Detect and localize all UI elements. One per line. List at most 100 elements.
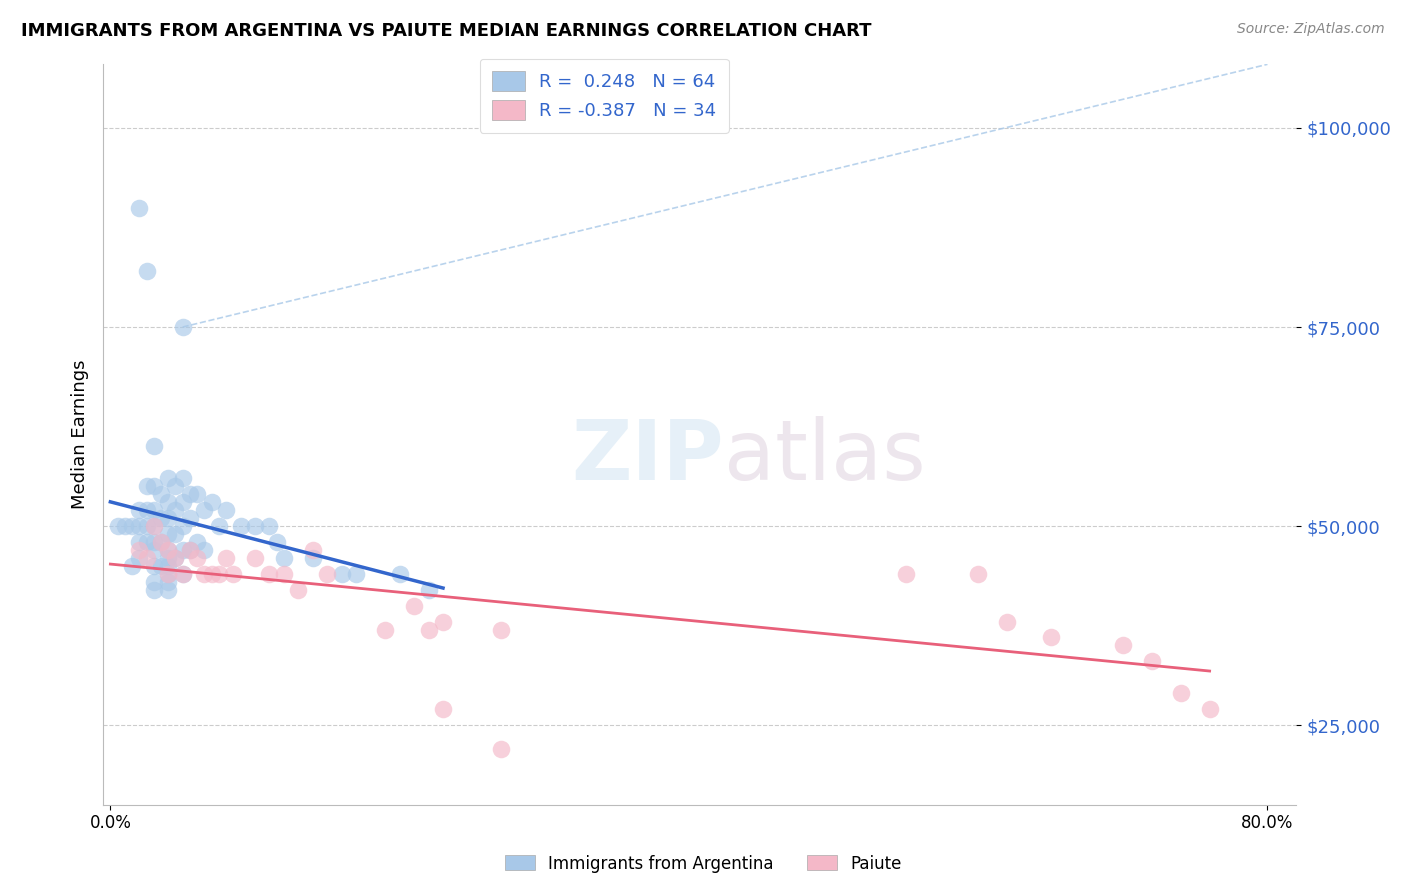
Point [157,495,180,509]
Point [404,599,426,613]
Y-axis label: Median Earnings: Median Earnings [72,359,89,509]
Point [967,566,990,581]
Point [157,511,180,525]
Point [193,566,215,581]
Point [259,519,281,533]
Point [201,566,224,581]
Legend: R =  0.248   N = 64, R = -0.387   N = 34: R = 0.248 N = 64, R = -0.387 N = 34 [479,59,728,133]
Point [135,479,157,493]
Point [165,503,187,517]
Point [1198,702,1220,716]
Point [157,471,180,485]
Point [201,495,224,509]
Point [243,550,266,565]
Point [142,503,165,517]
Point [142,439,165,453]
Point [179,543,201,558]
Point [172,471,194,485]
Point [165,527,187,541]
Point [344,566,367,581]
Point [128,550,150,565]
Text: ZIP: ZIP [571,417,724,497]
Point [172,320,194,334]
Point [172,543,194,558]
Point [172,566,194,581]
Point [229,519,252,533]
Point [157,582,180,597]
Point [128,201,150,215]
Point [114,519,136,533]
Point [489,742,512,756]
Point [266,535,288,549]
Point [157,566,180,581]
Point [135,503,157,517]
Point [273,566,295,581]
Point [157,527,180,541]
Text: atlas: atlas [724,417,925,497]
Point [1039,631,1062,645]
Point [165,550,187,565]
Point [142,543,165,558]
Point [142,582,165,597]
Point [330,566,353,581]
Point [1140,654,1163,668]
Point [259,566,281,581]
Point [215,550,238,565]
Point [179,487,201,501]
Point [186,487,208,501]
Point [388,566,411,581]
Point [157,543,180,558]
Point [374,623,396,637]
Text: Source: ZipAtlas.com: Source: ZipAtlas.com [1237,22,1385,37]
Point [157,550,180,565]
Point [142,479,165,493]
Point [894,566,917,581]
Point [157,558,180,573]
Point [222,566,245,581]
Point [179,511,201,525]
Point [243,519,266,533]
Point [208,519,231,533]
Point [172,566,194,581]
Point [273,550,295,565]
Point [135,519,157,533]
Point [1112,639,1135,653]
Point [149,511,172,525]
Point [149,558,172,573]
Point [128,503,150,517]
Point [287,582,309,597]
Point [142,535,165,549]
Point [418,623,440,637]
Point [165,479,187,493]
Point [142,558,165,573]
Point [995,615,1018,629]
Point [172,495,194,509]
Point [302,550,325,565]
Point [128,543,150,558]
Point [157,543,180,558]
Point [418,582,440,597]
Point [135,535,157,549]
Point [186,535,208,549]
Legend: Immigrants from Argentina, Paiute: Immigrants from Argentina, Paiute [498,848,908,880]
Point [107,519,129,533]
Point [128,535,150,549]
Point [193,543,215,558]
Point [432,615,454,629]
Point [1170,686,1192,700]
Point [172,519,194,533]
Point [316,566,339,581]
Point [121,558,143,573]
Point [215,503,238,517]
Point [142,574,165,589]
Point [149,535,172,549]
Point [157,566,180,581]
Point [157,574,180,589]
Point [135,264,157,278]
Point [142,519,165,533]
Point [489,623,512,637]
Point [186,550,208,565]
Point [142,519,165,533]
Point [121,519,143,533]
Point [193,503,215,517]
